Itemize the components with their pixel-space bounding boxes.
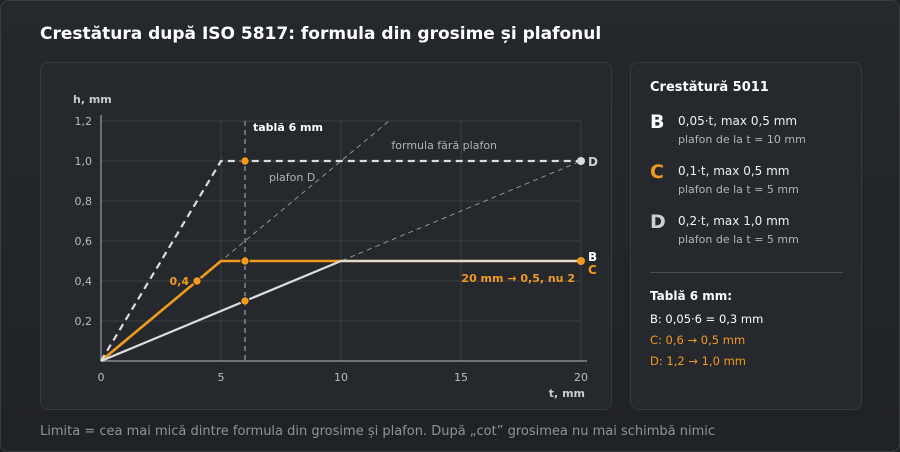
legend-formula-c: 0,1·t, max 0,5 mm — [678, 164, 790, 178]
legend-note-d: plafon de la t = 5 mm — [678, 233, 799, 246]
y-tick-label: 0,2 — [75, 315, 93, 328]
legend-title: Crestătură 5011 — [650, 80, 769, 95]
annotation-plafon-d: plafon D — [269, 171, 315, 184]
legend-letter-d: D — [650, 211, 666, 233]
legend-divider — [650, 272, 843, 273]
x-tick-label: 10 — [334, 371, 348, 384]
chart-panel: 0,2 0,4 0,6 0,8 1,0 1,2 0 5 10 15 20 h, mm t, mm form… — [40, 62, 612, 410]
reference-line-1 — [100, 160, 582, 362]
annotation-capped: 20 mm → 0,5, nu 2 — [461, 272, 575, 285]
series-end-label-c: C — [588, 263, 597, 277]
series-line-white — [100, 259, 581, 363]
y-tick-label: 0,8 — [75, 195, 93, 208]
marker-point-3 — [240, 156, 250, 166]
example-line-d: D: 1,2 → 1,0 mm — [650, 354, 746, 368]
legend-note-c: plafon de la t = 5 mm — [678, 183, 799, 196]
footer-caption: Limita = cea mai mică dintre formula din… — [40, 424, 716, 439]
vertical-marker-label: tablă 6 mm — [253, 121, 323, 134]
y-tick-label: 0,4 — [75, 275, 93, 288]
x-axis-label: t, mm — [549, 387, 585, 400]
series-end-label-d: D — [588, 155, 598, 169]
marker-point-2 — [240, 296, 250, 306]
series-end-label-b: B — [588, 250, 597, 264]
x-tick-label: 20 — [574, 371, 588, 384]
x-tick-label: 5 — [218, 371, 225, 384]
y-tick-label: 1,0 — [75, 155, 93, 168]
legend-letter-c: C — [650, 161, 664, 183]
chart: 0,2 0,4 0,6 0,8 1,0 1,2 0 5 10 15 20 h, mm t, mm form… — [73, 93, 598, 400]
example-title: Tablă 6 mm: — [650, 289, 733, 303]
y-tick-label: 0,6 — [75, 235, 93, 248]
marker-point-0 — [192, 276, 202, 286]
endpoint-dot-b — [577, 257, 585, 265]
x-tick-label: 0 — [98, 371, 105, 384]
series-line-d — [100, 159, 581, 362]
y-tick-label: 1,2 — [75, 115, 93, 128]
example-line-b: B: 0,05·6 = 0,3 mm — [650, 312, 764, 326]
reference-line-label: formula fără plafon — [391, 139, 497, 152]
y-axis-label: h, mm — [73, 93, 112, 106]
legend-panel: Crestătură 5011 B 0,05·t, max 0,5 mm pla… — [630, 62, 862, 410]
endpoint-dot-d — [577, 157, 585, 165]
legend-letter-b: B — [650, 111, 665, 133]
marker-point-1 — [240, 256, 250, 266]
example-line-c: C: 0,6 → 0,5 mm — [650, 333, 746, 347]
legend-formula-d: 0,2·t, max 1,0 mm — [678, 214, 790, 228]
legend-note-b: plafon de la t = 10 mm — [678, 133, 806, 146]
x-tick-label: 15 — [454, 371, 468, 384]
marker-label: 0,4 — [170, 275, 190, 288]
legend-formula-b: 0,05·t, max 0,5 mm — [678, 114, 798, 128]
page-title: Crestătura după ISO 5817: formula din gr… — [40, 24, 602, 44]
